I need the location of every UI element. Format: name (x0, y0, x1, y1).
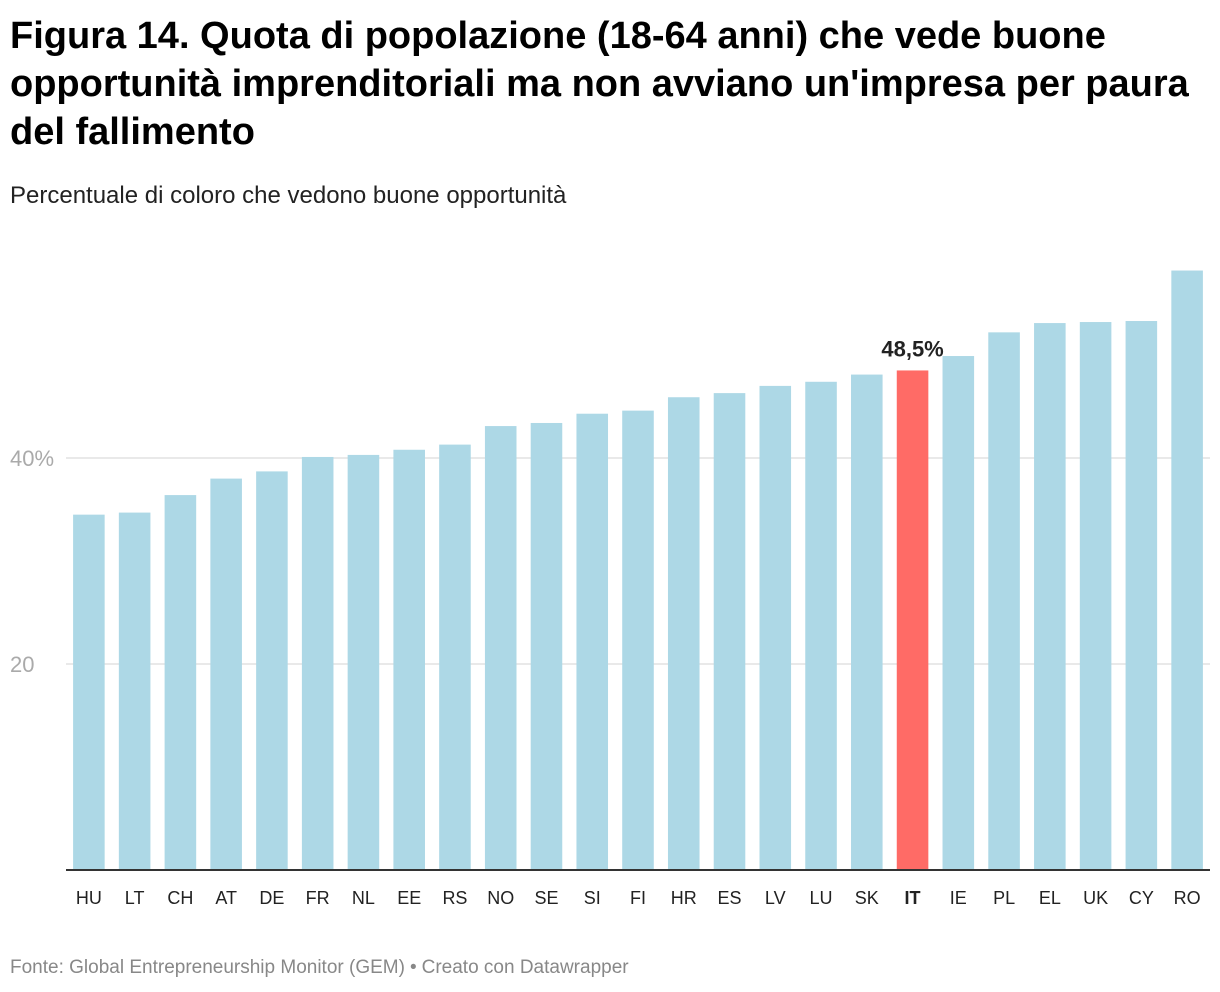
bar-ee[interactable] (393, 449, 425, 870)
bar-el[interactable] (1034, 323, 1066, 870)
x-tick-label: EE (397, 888, 421, 908)
bar-at[interactable] (210, 478, 242, 870)
bar-chart: 20 40% HU LT CH AT DE FR NL EE RS NO SE SI FI HR ES LV LU… (10, 270, 1210, 908)
x-tick-label: NL (352, 888, 375, 908)
chart-subtitle: Percentuale di coloro che vedono buone o… (10, 182, 567, 209)
x-tick-label: HR (671, 888, 697, 908)
x-tick-label: ES (718, 888, 742, 908)
bar-lu[interactable] (805, 381, 837, 870)
bar-lt[interactable] (118, 512, 151, 870)
source-note: Fonte: Global Entrepreneurship Monitor (… (10, 957, 405, 978)
bar-lv[interactable] (759, 385, 792, 870)
x-tick-label: RO (1174, 888, 1201, 908)
x-tick-label: EL (1039, 888, 1061, 908)
bar-es[interactable] (713, 393, 746, 870)
x-tick-label: LV (765, 888, 786, 908)
bars-layer (73, 270, 1203, 871)
bar-de[interactable] (256, 471, 288, 870)
bar-it[interactable] (896, 370, 929, 870)
x-tick-label: LU (810, 888, 833, 908)
bar-ch[interactable] (164, 495, 197, 870)
x-tick-label: PL (993, 888, 1015, 908)
x-tick-label: FR (306, 888, 330, 908)
bar-hr[interactable] (667, 397, 700, 870)
chart-footer: Fonte: Global Entrepreneurship Monitor (… (10, 955, 629, 981)
bar-hu[interactable] (73, 514, 105, 870)
x-tick-label: FI (630, 888, 646, 908)
y-tick-label: 40% (10, 446, 54, 471)
bar-no[interactable] (484, 426, 517, 870)
bar-si[interactable] (576, 413, 609, 870)
bar-fi[interactable] (622, 410, 654, 870)
bar-cy[interactable] (1125, 321, 1158, 870)
bar-rs[interactable] (439, 444, 471, 870)
x-tick-label: CH (167, 888, 193, 908)
x-tick-label: AT (215, 888, 237, 908)
bar-sk[interactable] (851, 374, 883, 870)
bar-fr[interactable] (301, 456, 334, 870)
bar-pl[interactable] (988, 332, 1020, 871)
chart-title: Figura 14. Quota di popolazione (18-64 a… (10, 15, 1189, 153)
y-tick-label: 20 (10, 652, 34, 677)
x-tick-label: NO (487, 888, 514, 908)
footer-separator: • (409, 957, 417, 978)
bar-se[interactable] (530, 422, 563, 870)
x-tick-label: LT (125, 888, 145, 908)
x-tick-label: RS (442, 888, 467, 908)
labels-layer: HU LT CH AT DE FR NL EE RS NO SE SI FI HR ES LV LU SK IT 48… (66, 336, 1210, 908)
highlight-data-label: 48,5% (881, 336, 943, 361)
x-tick-label: SI (584, 888, 601, 908)
x-tick-label: HU (76, 888, 102, 908)
bar-uk[interactable] (1079, 322, 1112, 870)
credit-link[interactable]: Creato con Datawrapper (421, 957, 629, 978)
x-tick-label: DE (259, 888, 284, 908)
bar-ro[interactable] (1171, 270, 1203, 870)
x-tick-label: UK (1083, 888, 1108, 908)
bar-ie[interactable] (942, 356, 975, 870)
x-tick-label: IT (905, 888, 921, 908)
x-tick-label: CY (1129, 888, 1154, 908)
x-tick-label: SE (534, 888, 558, 908)
x-tick-label: SK (855, 888, 879, 908)
x-tick-label: IE (950, 888, 967, 908)
bar-nl[interactable] (347, 454, 380, 870)
